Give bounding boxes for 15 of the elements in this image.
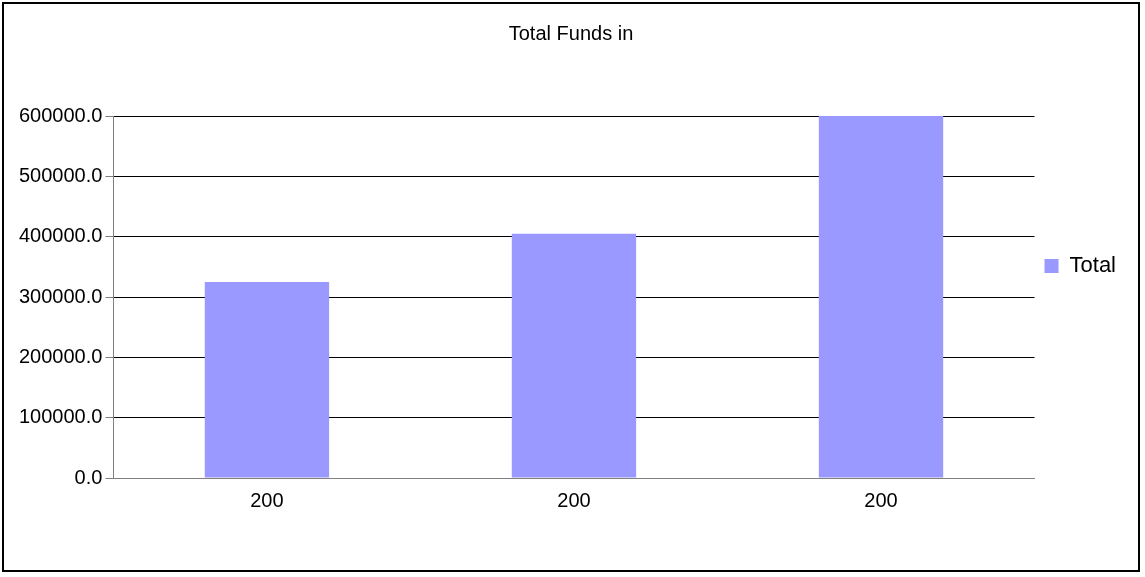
bar [204,281,330,478]
y-tick-label: 100000.0 [19,405,103,428]
bar [818,116,944,478]
y-tick-label: 0.0 [74,465,103,488]
x-tick-label: 200 [864,488,898,511]
x-tick-label: 200 [557,488,591,511]
y-tick-label: 400000.0 [19,224,103,247]
chart-title: Total Funds in [508,21,634,44]
y-tick-label: 200000.0 [19,344,103,367]
bar [511,233,637,478]
y-tick-label: 300000.0 [19,284,103,307]
y-tick-label: 600000.0 [19,103,103,126]
legend-label: Total [1069,252,1117,278]
x-tick-label: 200 [250,488,284,511]
y-tick-label: 500000.0 [19,163,103,186]
